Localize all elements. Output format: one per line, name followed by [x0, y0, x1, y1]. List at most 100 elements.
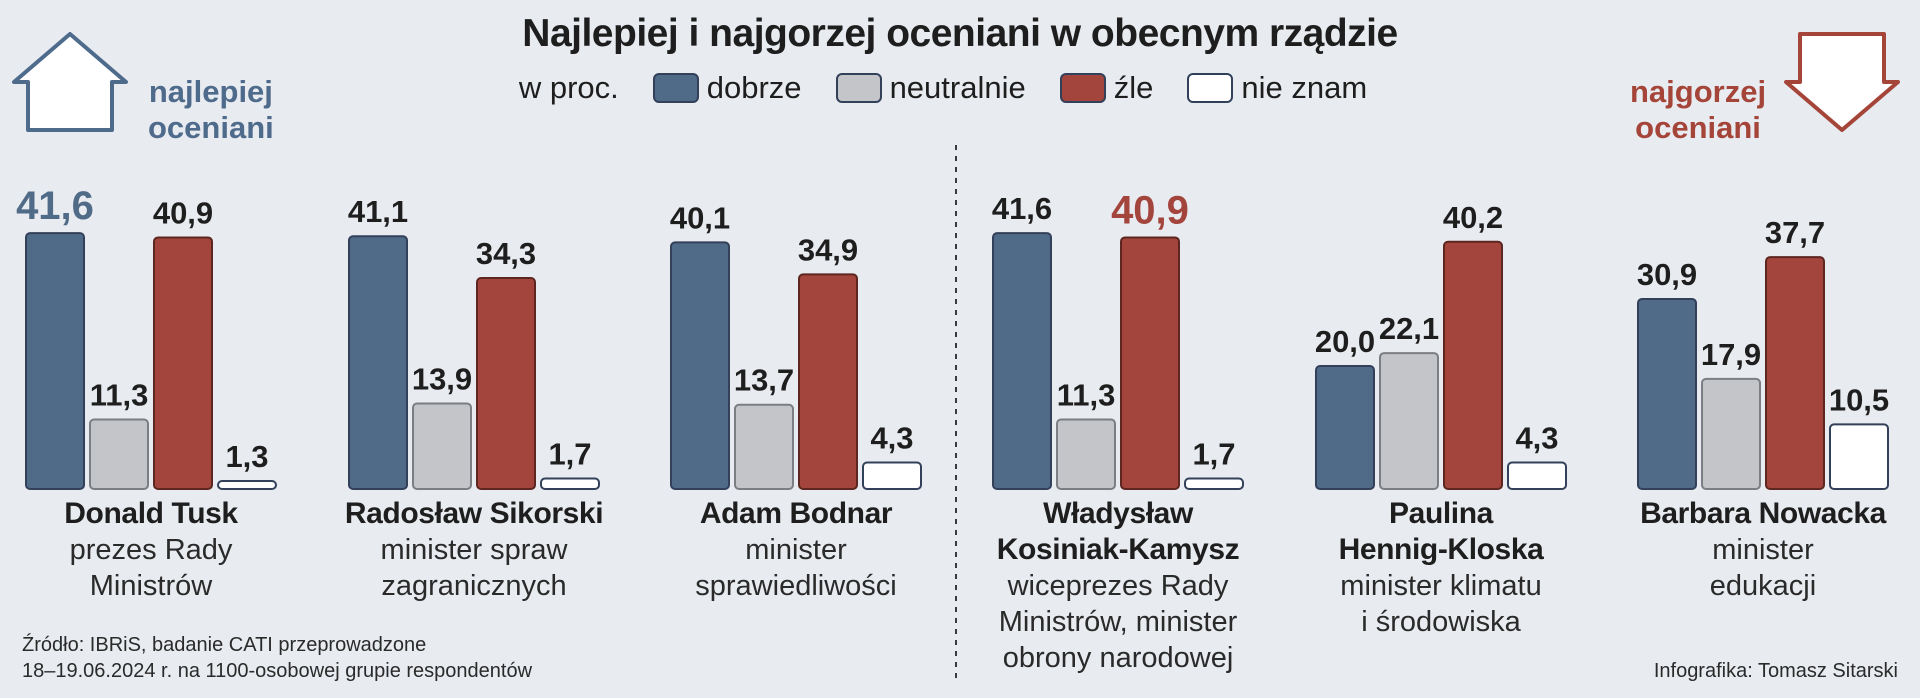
person-role: i środowiska	[1361, 606, 1521, 638]
bar-zle-1	[476, 277, 536, 490]
bar-zle-0	[153, 236, 213, 490]
credit: Infografika: Tomasz Sitarski	[1653, 660, 1898, 682]
house-arrow-up-icon	[12, 32, 128, 132]
data-label-nie-znam-0: 1,3	[225, 439, 268, 474]
person-label-3: Władysław Kosiniak-Kamysz wiceprezes Rady M…	[963, 496, 1273, 676]
source-note: Źródło: IBRiS, badanie CATI przeprowadzo…	[22, 632, 532, 684]
person-role: sprawiedliwości	[695, 570, 897, 602]
bar-neutralnie-5	[1701, 377, 1761, 491]
legend-unit: w proc.	[518, 70, 619, 105]
data-label-zle-1: 34,3	[476, 236, 536, 271]
person-role: minister	[745, 534, 847, 566]
legend-swatch-nie-znam	[1187, 73, 1234, 103]
person-label-4: Paulina Hennig-Kloska minister klimatu i śr…	[1286, 496, 1596, 640]
bar-dobrze-4	[1315, 365, 1375, 490]
person-name: Donald Tusk	[64, 497, 238, 530]
best-rated-line1: najlepiej	[148, 74, 273, 109]
data-label-neutralnie-5: 17,9	[1701, 337, 1761, 372]
legend: w proc. dobrze neutralnie źle nie znam	[0, 70, 1920, 106]
bar-neutralnie-0	[89, 418, 149, 491]
bar-dobrze-5	[1637, 297, 1697, 490]
legend-label-nie-znam: nie znam	[1241, 70, 1368, 105]
data-label-neutralnie-0: 11,3	[90, 378, 149, 413]
source-line2: 18–19.06.2024 r. na 1100-osobowej grupie…	[22, 660, 533, 682]
bar-dobrze-3	[992, 232, 1052, 490]
data-label-zle-0: 40,9	[153, 195, 213, 230]
person-role: wiceprezes Rady	[1007, 570, 1229, 602]
data-label-nie-znam-1: 1,7	[548, 437, 591, 472]
person-role: minister	[1712, 534, 1814, 566]
bar-neutralnie-1	[412, 402, 472, 491]
data-label-dobrze-4: 20,0	[1315, 324, 1375, 359]
legend-item-dobrze: dobrze	[652, 70, 802, 106]
best-rated-line2: oceniani	[148, 110, 274, 145]
data-label-neutralnie-3: 11,3	[1057, 378, 1116, 413]
data-label-zle-5: 37,7	[1765, 215, 1825, 250]
bar-zle-2	[798, 273, 858, 490]
bar-zle-5	[1765, 256, 1825, 490]
bar-zle-3	[1120, 236, 1180, 490]
bar-dobrze-2	[670, 241, 730, 490]
legend-item-zle: źle	[1059, 70, 1154, 106]
bar-neutralnie-2	[734, 403, 794, 490]
person-name: Barbara Nowacka	[1640, 497, 1886, 530]
bar-dobrze-0	[25, 232, 85, 490]
worst-rated-label: najgorzej oceniani	[1630, 74, 1766, 146]
data-label-nie-znam-3: 1,7	[1192, 437, 1235, 472]
person-role: edukacji	[1709, 570, 1817, 602]
person-label-1: Radosław Sikorski minister spraw zagranicz…	[319, 496, 629, 604]
legend-swatch-zle	[1059, 73, 1106, 103]
person-name: Kosiniak-Kamysz	[996, 533, 1240, 566]
data-label-dobrze-2: 40,1	[670, 200, 730, 235]
person-name: Radosław Sikorski	[344, 497, 604, 530]
data-label-dobrze-1: 41,1	[348, 194, 408, 229]
bar-nie-znam-2	[862, 461, 922, 490]
data-label-neutralnie-4: 22,1	[1379, 311, 1439, 346]
worst-rated-line1: najgorzej	[1630, 74, 1767, 109]
bar-nie-znam-3	[1184, 477, 1244, 491]
legend-swatch-dobrze	[652, 73, 699, 103]
person-role: prezes Rady	[69, 534, 233, 566]
data-label-dobrze-5: 30,9	[1637, 257, 1697, 292]
data-label-zle-2: 34,9	[798, 232, 858, 267]
chart-title: Najlepiej i najgorzej oceniani w obecnym…	[522, 12, 1398, 55]
data-label-neutralnie-2: 13,7	[734, 363, 794, 398]
bar-nie-znam-4	[1507, 461, 1567, 490]
worst-rated-line2: oceniani	[1635, 110, 1761, 145]
person-name: Władysław	[1043, 497, 1193, 530]
data-label-nie-znam-5: 10,5	[1829, 382, 1889, 417]
person-role: obrony narodowej	[1002, 642, 1234, 674]
person-role: minister klimatu	[1340, 570, 1542, 602]
legend-label-zle: źle	[1113, 70, 1154, 105]
data-label-neutralnie-1: 13,9	[412, 362, 472, 397]
person-name: Paulina	[1389, 497, 1493, 530]
bar-nie-znam-5	[1829, 423, 1889, 490]
person-label-0: Donald Tusk prezes Rady Ministrów	[0, 496, 306, 604]
person-name: Adam Bodnar	[699, 497, 893, 530]
person-role: minister spraw	[380, 534, 568, 566]
arrow-down-icon	[1784, 32, 1900, 132]
legend-label-dobrze: dobrze	[706, 70, 802, 105]
person-role: Ministrów	[89, 570, 213, 602]
person-role: Ministrów, minister	[998, 606, 1238, 638]
person-name: Hennig-Kloska	[1338, 533, 1544, 566]
best-rated-label: najlepiej oceniani	[148, 74, 274, 146]
bar-zle-4	[1443, 240, 1503, 490]
bar-neutralnie-3	[1056, 418, 1116, 491]
source-line1: Źródło: IBRiS, badanie CATI przeprowadzo…	[22, 634, 427, 656]
data-label-nie-znam-4: 4,3	[1515, 421, 1558, 456]
data-label-zle-4: 40,2	[1443, 200, 1503, 235]
person-label-2: Adam Bodnar minister sprawiedliwości	[641, 496, 951, 604]
data-label-nie-znam-2: 4,3	[870, 421, 913, 456]
legend-item-nie-znam: nie znam	[1187, 70, 1367, 106]
person-label-5: Barbara Nowacka minister edukacji	[1608, 496, 1918, 604]
data-label-dobrze-0: 41,6	[16, 184, 94, 228]
bar-dobrze-1	[348, 235, 408, 490]
data-label-zle-3: 40,9	[1111, 188, 1189, 232]
data-label-dobrze-3: 41,6	[992, 191, 1052, 226]
person-role: zagranicznych	[381, 570, 567, 602]
bar-neutralnie-4	[1379, 352, 1439, 490]
bar-nie-znam-0	[217, 480, 277, 491]
